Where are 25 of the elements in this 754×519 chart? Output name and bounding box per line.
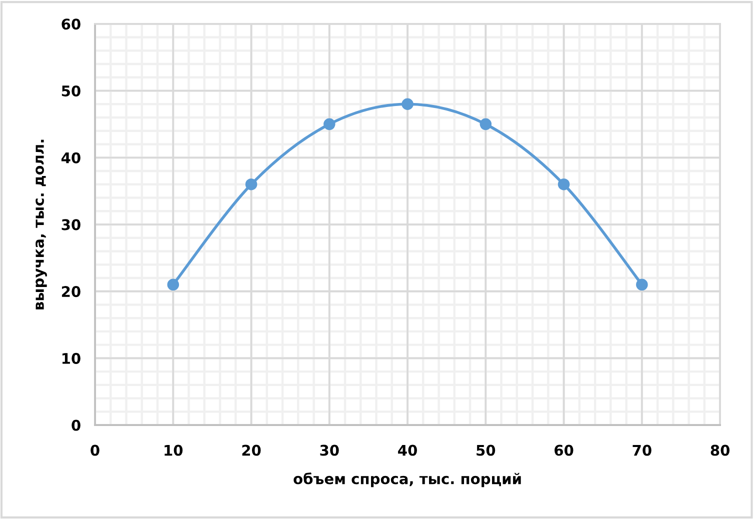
x-axis-title: объем спроса, тыс. порций	[294, 472, 521, 488]
x-tick-label: 40	[398, 444, 417, 456]
y-tick-label: 40	[61, 152, 80, 164]
point	[245, 178, 258, 190]
x-tick-label: 10	[164, 444, 183, 456]
x-tick-label: 0	[90, 444, 100, 456]
x-tick-label: 50	[476, 444, 496, 456]
y-tick-label: 10	[62, 352, 80, 364]
point	[480, 118, 492, 130]
x-tick-label: 30	[320, 444, 339, 456]
point	[167, 278, 180, 291]
y-tick-label: 60	[62, 18, 80, 30]
point	[324, 118, 336, 130]
y-tick-label: 0	[72, 420, 80, 431]
x-tick-label: 80	[710, 444, 730, 456]
point	[402, 98, 414, 110]
x-tick-label: 70	[632, 444, 652, 456]
y-axis-title: выручка, тыс. долл.	[36, 140, 47, 310]
point	[558, 178, 570, 190]
y-tick-label: 50	[62, 85, 80, 96]
y-tick-label: 20	[62, 286, 80, 298]
y-tick-label: 30	[62, 219, 80, 230]
x-tick-label: 60	[554, 444, 574, 456]
x-tick-label: 20	[242, 444, 261, 456]
point	[636, 278, 648, 291]
